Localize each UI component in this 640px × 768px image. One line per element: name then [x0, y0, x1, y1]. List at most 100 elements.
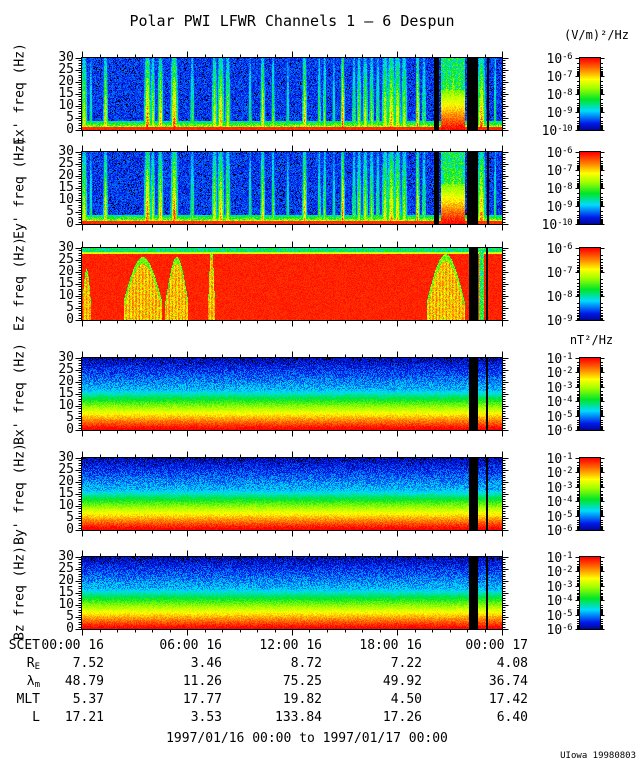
colorbar-ey	[572, 144, 608, 232]
y-tick-label: 25	[58, 362, 74, 377]
colorbar-tick-label: 10-1	[546, 551, 573, 566]
spectrogram-canvas-ey	[74, 144, 510, 232]
colorbar-tick-label: 10-9	[546, 314, 573, 329]
y-tick-label: 30	[58, 144, 74, 159]
y-tick-label: 10	[58, 498, 74, 513]
y-tick-label: 15	[58, 386, 74, 401]
y-tick-label: 10	[58, 192, 74, 207]
b-colorbar-units-label: nT²/Hz	[569, 333, 614, 347]
colorbar-tick-label: 10-5	[546, 608, 573, 624]
colorbar-tick-label: 10-7	[546, 70, 573, 85]
ephemeris-row-label: λm	[26, 674, 40, 690]
ephemeris-value: 17.77	[182, 692, 222, 707]
colorbar-tick-label: 10-8	[546, 182, 573, 197]
chart-title: Polar PWI LFWR Channels 1 — 6 Despun	[129, 12, 455, 30]
colorbar-tick-label: 10-6	[546, 242, 573, 257]
y-tick-label: 0	[66, 216, 74, 231]
y-axis-title: Ey' freq (Hz)	[12, 137, 28, 239]
y-tick-label: 30	[58, 549, 74, 564]
colorbar-tick-label: 10-1	[546, 352, 573, 367]
y-tick-label: 5	[66, 410, 74, 425]
colorbar-bz	[572, 549, 608, 637]
y-tick-label: 20	[58, 264, 74, 279]
ephemeris-value: 11.26	[182, 674, 222, 689]
y-tick-label: 5	[66, 609, 74, 624]
y-tick-label: 15	[58, 585, 74, 600]
colorbar-tick-label: 10-6	[546, 424, 573, 439]
ephemeris-value: 00:00 17	[465, 638, 528, 653]
colorbar-exponent: -6	[562, 242, 572, 252]
ephemeris-value: 6.40	[496, 710, 528, 725]
y-tick-label: 30	[58, 450, 74, 465]
colorbar-exponent: -8	[562, 290, 572, 300]
y-axis-title: Bz freq (Hz)	[12, 546, 28, 640]
y-axis-title: Ez freq (Hz)	[12, 237, 28, 331]
colorbar-exponent: -6	[562, 623, 572, 633]
y-tick-label: 25	[58, 252, 74, 267]
ephemeris-value: 00:00 16	[41, 638, 104, 653]
y-tick-label: 0	[66, 122, 74, 137]
colorbar-exponent: -6	[562, 146, 572, 156]
y-tick-label: 30	[58, 350, 74, 365]
ephemeris-value: 17.21	[64, 710, 104, 725]
y-tick-label: 25	[58, 462, 74, 477]
colorbar-tick-label: 10-5	[546, 509, 573, 525]
colorbar-tick-label: 10-6	[546, 52, 573, 67]
ephemeris-value: 12:00 16	[259, 638, 322, 653]
y-tick-label: 30	[58, 50, 74, 65]
colorbar-tick-label: 10-2	[546, 466, 573, 482]
colorbar-exponent: -9	[562, 106, 572, 116]
ephemeris-value: 3.46	[190, 656, 222, 671]
colorbar-tick-label: 10-3	[546, 380, 573, 396]
colorbar-exponent: -2	[562, 466, 572, 477]
y-tick-label: 5	[66, 110, 74, 125]
y-tick-label: 15	[58, 86, 74, 101]
colorbar-exponent: -6	[562, 424, 572, 434]
y-tick-label: 25	[58, 156, 74, 171]
colorbar-tick-label: 10-3	[546, 480, 573, 496]
y-tick-label: 15	[58, 276, 74, 291]
spectrogram-canvas-bx	[74, 350, 510, 438]
colorbar-exponent: -4	[562, 594, 572, 605]
colorbar-tick-label: 10-10	[541, 124, 573, 139]
colorbar-exponent: -5	[562, 608, 572, 619]
ephemeris-value: 19.82	[282, 692, 322, 707]
colorbar-tick-label: 10-3	[546, 579, 573, 595]
ephemeris-value: 3.53	[190, 710, 222, 725]
y-tick-label: 0	[66, 422, 74, 437]
ephemeris-value: 4.08	[496, 656, 528, 671]
colorbar-exponent: -5	[562, 409, 572, 420]
colorbar-tick-label: 10-1	[546, 452, 573, 467]
colorbar-tick-label: 10-10	[541, 218, 573, 233]
y-tick-label: 10	[58, 98, 74, 113]
colorbar-tick-label: 10-5	[546, 409, 573, 425]
colorbar-tick-label: 10-4	[546, 395, 573, 411]
colorbar-tick-label: 10-8	[546, 88, 573, 103]
time-range-label: 1997/01/16 00:00 to 1997/01/17 00:00	[166, 731, 448, 746]
ephemeris-value: 4.50	[390, 692, 422, 707]
e-colorbar-units-label: (V/m)²/Hz	[563, 28, 630, 42]
colorbar-tick-label: 10-7	[546, 164, 573, 179]
colorbar-exponent: -2	[562, 565, 572, 576]
ephemeris-row-label: MLT	[16, 692, 40, 707]
colorbar-exponent: -3	[562, 579, 572, 590]
ephemeris-value: 7.22	[390, 656, 422, 671]
spectrogram-canvas-by	[74, 450, 510, 538]
colorbar-tick-label: 10-4	[546, 594, 573, 610]
y-tick-label: 5	[66, 204, 74, 219]
colorbar-tick-label: 10-6	[546, 623, 573, 638]
colorbar-exponent: -7	[562, 70, 572, 80]
y-tick-label: 10	[58, 597, 74, 612]
colorbar-tick-label: 10-2	[546, 366, 573, 382]
colorbar-exponent: -3	[562, 480, 572, 491]
colorbar-exponent: -4	[562, 495, 572, 506]
colorbar-bx	[572, 350, 608, 438]
y-tick-label: 25	[58, 561, 74, 576]
spectrogram-canvas-bz	[74, 549, 510, 637]
spectrogram-canvas-ex	[74, 50, 510, 138]
ephemeris-value: 75.25	[282, 674, 322, 689]
colorbar-exponent: -1	[562, 551, 572, 561]
colorbar-exponent: -1	[562, 352, 572, 362]
ephemeris-label-subscript: E	[34, 662, 40, 672]
y-axis-title: Ex' freq (Hz)	[12, 43, 28, 145]
